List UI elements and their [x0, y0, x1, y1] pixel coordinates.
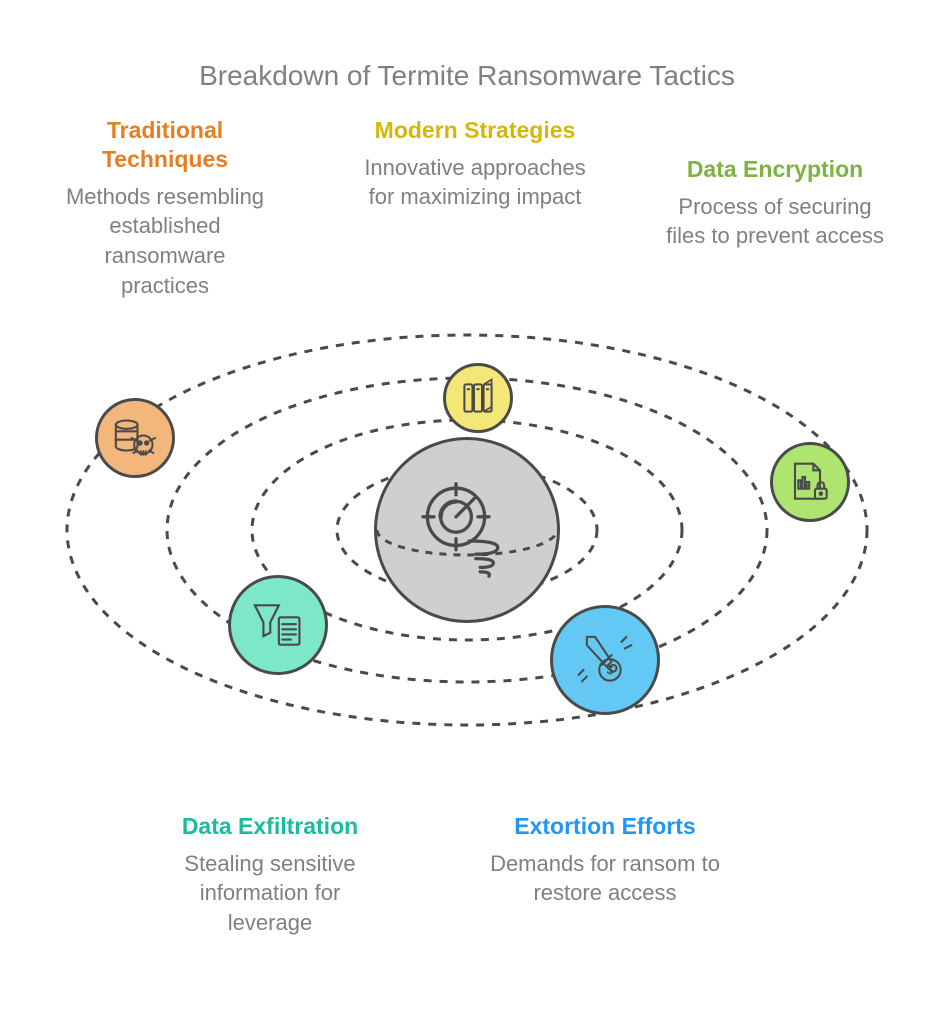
node-exfiltration — [228, 575, 328, 675]
label-traditional: Traditional Techniques Methods resemblin… — [60, 116, 270, 300]
svg-text:$: $ — [607, 663, 614, 677]
sphere-equator — [374, 437, 560, 623]
label-extortion: Extortion Efforts Demands for ransom to … — [490, 812, 720, 908]
label-extortion-desc: Demands for ransom to restore access — [490, 849, 720, 908]
node-extortion: $ — [550, 605, 660, 715]
label-extortion-title: Extortion Efforts — [490, 812, 720, 841]
file-lock-icon — [785, 457, 835, 507]
label-encryption: Data Encryption Process of securing file… — [660, 155, 890, 251]
funnel-doc-icon — [248, 595, 308, 655]
node-encryption — [770, 442, 850, 522]
label-modern-desc: Innovative approaches for maximizing imp… — [360, 153, 590, 212]
label-exfiltration-title: Data Exfiltration — [155, 812, 385, 841]
label-exfiltration-desc: Stealing sensitive information for lever… — [155, 849, 385, 938]
label-modern-title: Modern Strategies — [360, 116, 590, 145]
sword-dollar-icon: $ — [572, 627, 638, 693]
node-traditional — [95, 398, 175, 478]
label-encryption-desc: Process of securing files to prevent acc… — [660, 192, 890, 251]
skull-barrel-icon — [110, 413, 160, 463]
center-node — [374, 437, 560, 623]
server-bars-icon — [458, 378, 498, 418]
label-traditional-title: Traditional Techniques — [60, 116, 270, 174]
label-exfiltration: Data Exfiltration Stealing sensitive inf… — [155, 812, 385, 938]
node-modern — [443, 363, 513, 433]
label-modern: Modern Strategies Innovative approaches … — [360, 116, 590, 212]
label-encryption-title: Data Encryption — [660, 155, 890, 184]
label-traditional-desc: Methods resembling established ransomwar… — [60, 182, 270, 301]
diagram-title: Breakdown of Termite Ransomware Tactics — [0, 60, 934, 92]
